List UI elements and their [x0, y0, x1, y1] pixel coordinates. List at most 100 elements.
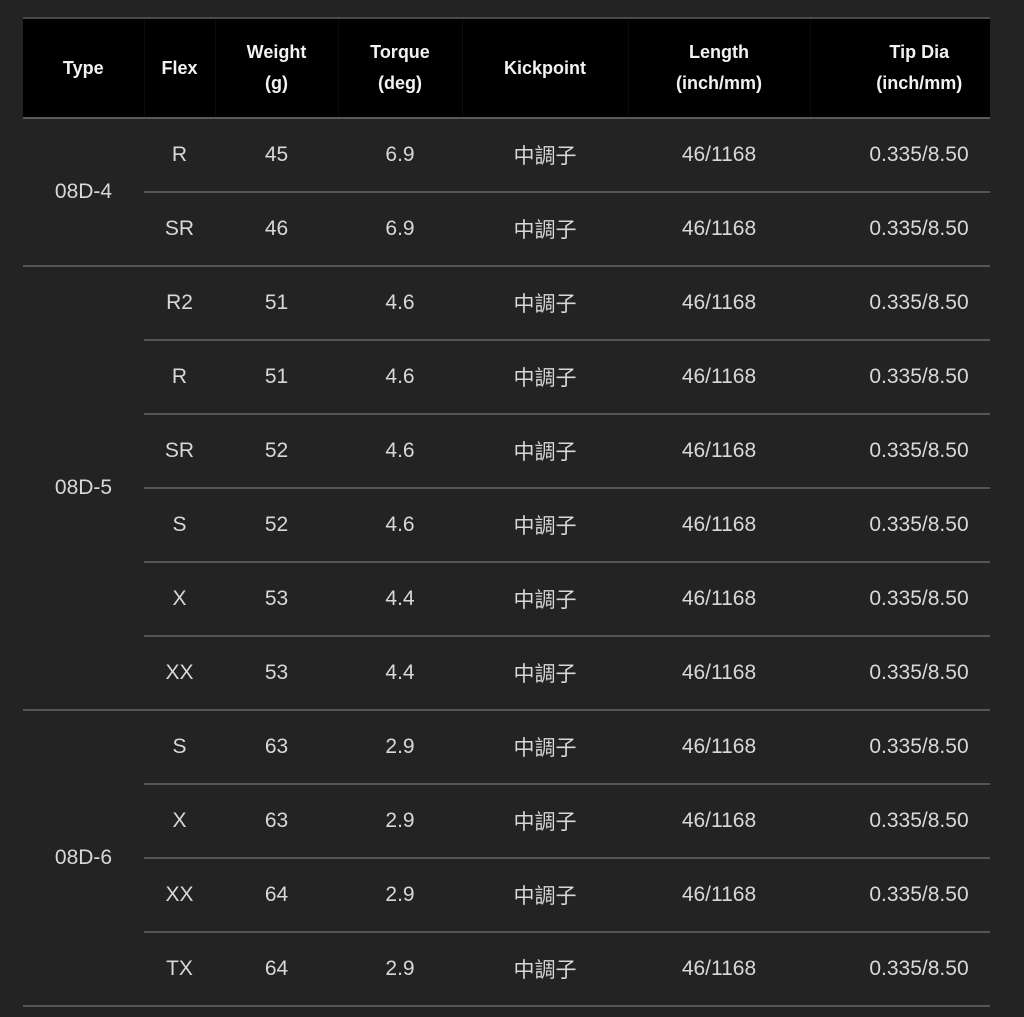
- kickpoint-cell: 中調子: [462, 932, 628, 1007]
- weight-cell: 51: [215, 266, 338, 341]
- length-cell: 46/1168: [628, 266, 810, 341]
- flex-cell: S: [144, 710, 215, 785]
- tip-cell: 0.335/8.50: [810, 488, 990, 563]
- flex-cell: X: [144, 784, 215, 859]
- table-row: 08D-5 R2 51 4.6 中調子 46/1168 0.335/8.50: [23, 266, 990, 711]
- tip-cell: 0.335/8.50: [810, 636, 990, 711]
- table-header: Type Flex Weight (g) Torque (deg) Kickpoin…: [23, 17, 990, 119]
- table-row: S 52 4.6 中調子 46/1168 0.335/8.50: [23, 488, 990, 563]
- header-flex: Flex: [143, 17, 215, 119]
- table-row: 08D-4 R 45 6.9 中調子 46/1168 0.335/8.50: [23, 118, 990, 267]
- table-row: SR 52 4.6 中調子 46/1168 0.335/8.50: [23, 414, 990, 489]
- table-row: SR 46 6.9 中調子 46/1168 0.335/8.50: [23, 192, 990, 267]
- kickpoint-cell: 中調子: [462, 710, 628, 785]
- tip-cell: 0.335/8.50: [810, 710, 990, 785]
- length-cell: 46/1168: [628, 414, 810, 489]
- weight-cell: 63: [215, 784, 338, 859]
- header-length-unit: (inch/mm): [675, 73, 762, 93]
- tip-cell: 0.335/8.50: [810, 784, 990, 859]
- header-torque-label: Torque: [370, 42, 430, 62]
- kickpoint-cell: 中調子: [462, 784, 628, 859]
- torque-cell: 6.9: [338, 118, 462, 193]
- tip-cell: 0.335/8.50: [810, 192, 990, 267]
- type-cell: 08D-6: [23, 710, 144, 1007]
- table-body: 08D-4 R 45 6.9 中調子 46/1168 0.335/8.50 SR 46 6.9 中調…: [23, 118, 990, 1007]
- table-row: XX 64 2.9 中調子 46/1168 0.335/8.50: [23, 858, 990, 933]
- kickpoint-cell: 中調子: [462, 266, 628, 341]
- flex-cell: TX: [144, 932, 215, 1007]
- header-tip-dia: Tip Dia (inch/mm): [809, 17, 990, 119]
- header-weight-label: Weight: [246, 42, 307, 62]
- table-row: X 63 2.9 中調子 46/1168 0.335/8.50: [23, 784, 990, 859]
- header-torque-unit: (deg): [378, 73, 422, 93]
- torque-cell: 4.4: [338, 636, 462, 711]
- tip-cell: 0.335/8.50: [810, 414, 990, 489]
- torque-cell: 4.4: [338, 562, 462, 637]
- kickpoint-cell: 中調子: [462, 562, 628, 637]
- weight-cell: 53: [215, 562, 338, 637]
- torque-cell: 2.9: [338, 784, 462, 859]
- weight-cell: 53: [215, 636, 338, 711]
- flex-cell: R2: [144, 266, 215, 341]
- length-cell: 46/1168: [628, 858, 810, 933]
- length-cell: 46/1168: [628, 932, 810, 1007]
- table-row: X 53 4.4 中調子 46/1168 0.335/8.50: [23, 562, 990, 637]
- header-torque: Torque (deg): [337, 17, 462, 119]
- header-tip-label: Tip Dia: [889, 42, 950, 62]
- torque-cell: 4.6: [338, 266, 462, 341]
- torque-cell: 4.6: [338, 414, 462, 489]
- flex-cell: X: [144, 562, 215, 637]
- flex-cell: SR: [144, 192, 215, 267]
- kickpoint-cell: 中調子: [462, 340, 628, 415]
- type-cell: 08D-5: [23, 266, 144, 711]
- length-cell: 46/1168: [628, 118, 810, 193]
- header-length-label: Length: [689, 42, 749, 62]
- flex-cell: SR: [144, 414, 215, 489]
- length-cell: 46/1168: [628, 562, 810, 637]
- header-length: Length (inch/mm): [627, 17, 810, 119]
- kickpoint-cell: 中調子: [462, 192, 628, 267]
- torque-cell: 2.9: [338, 858, 462, 933]
- kickpoint-cell: 中調子: [462, 488, 628, 563]
- tip-cell: 0.335/8.50: [810, 340, 990, 415]
- flex-cell: S: [144, 488, 215, 563]
- tip-cell: 0.335/8.50: [810, 932, 990, 1007]
- length-cell: 46/1168: [628, 192, 810, 267]
- length-cell: 46/1168: [628, 784, 810, 859]
- table-row: XX 53 4.4 中調子 46/1168 0.335/8.50: [23, 636, 990, 711]
- tip-cell: 0.335/8.50: [810, 562, 990, 637]
- weight-cell: 63: [215, 710, 338, 785]
- length-cell: 46/1168: [628, 636, 810, 711]
- kickpoint-cell: 中調子: [462, 118, 628, 193]
- torque-cell: 2.9: [338, 932, 462, 1007]
- length-cell: 46/1168: [628, 340, 810, 415]
- torque-cell: 6.9: [338, 192, 462, 267]
- weight-cell: 64: [215, 858, 338, 933]
- weight-cell: 51: [215, 340, 338, 415]
- header-tip-unit: (inch/mm): [876, 73, 963, 93]
- length-cell: 46/1168: [628, 710, 810, 785]
- flex-cell: XX: [144, 858, 215, 933]
- table-row: R 51 4.6 中調子 46/1168 0.335/8.50: [23, 340, 990, 415]
- header-weight: Weight (g): [214, 17, 338, 119]
- header-weight-unit: (g): [265, 73, 288, 93]
- table-row: TX 64 2.9 中調子 46/1168 0.335/8.50: [23, 932, 990, 1007]
- flex-cell: R: [144, 340, 215, 415]
- kickpoint-cell: 中調子: [462, 858, 628, 933]
- weight-cell: 52: [215, 488, 338, 563]
- spec-table: Type Flex Weight (g) Torque (deg) Kickpoin…: [23, 17, 990, 1007]
- tip-cell: 0.335/8.50: [810, 118, 990, 193]
- header-kickpoint: Kickpoint: [461, 17, 628, 119]
- type-cell: 08D-4: [23, 118, 144, 267]
- weight-cell: 46: [215, 192, 338, 267]
- weight-cell: 64: [215, 932, 338, 1007]
- tip-cell: 0.335/8.50: [810, 858, 990, 933]
- torque-cell: 4.6: [338, 340, 462, 415]
- torque-cell: 2.9: [338, 710, 462, 785]
- length-cell: 46/1168: [628, 488, 810, 563]
- table-row: 08D-6 S 63 2.9 中調子 46/1168 0.335/8.50: [23, 710, 990, 1007]
- kickpoint-cell: 中調子: [462, 636, 628, 711]
- flex-cell: R: [144, 118, 215, 193]
- flex-cell: XX: [144, 636, 215, 711]
- weight-cell: 45: [215, 118, 338, 193]
